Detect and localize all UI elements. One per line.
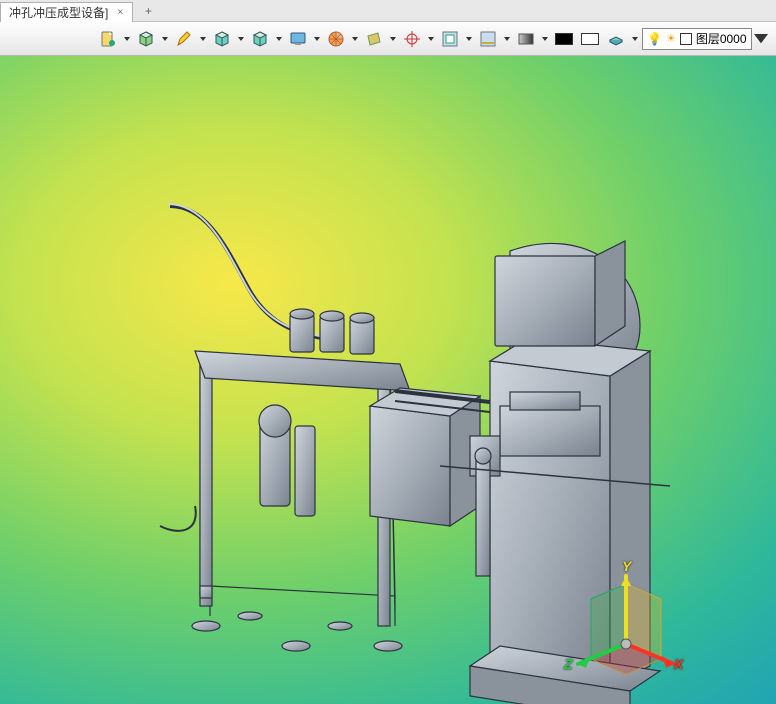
close-icon[interactable]: ×	[114, 6, 126, 18]
workstation-icon[interactable]	[286, 27, 310, 51]
layer-slab-icon-dropdown[interactable]	[630, 37, 640, 41]
disc-orange-icon-dropdown[interactable]	[350, 37, 360, 41]
target-icon-dropdown[interactable]	[426, 37, 436, 41]
cube-teal-icon[interactable]	[248, 27, 272, 51]
layer-swatch	[680, 33, 692, 45]
swatch-white[interactable]	[578, 27, 602, 51]
layer-name: 图层0000	[696, 30, 747, 47]
sheet-icon[interactable]	[362, 27, 386, 51]
gradient-icon-dropdown[interactable]	[540, 37, 550, 41]
new-icon[interactable]	[96, 27, 120, 51]
cube-blue-icon-dropdown[interactable]	[236, 37, 246, 41]
sheet-icon-dropdown[interactable]	[388, 37, 398, 41]
add-tab-button[interactable]: +	[139, 2, 157, 20]
gradient-icon[interactable]	[514, 27, 538, 51]
workstation-icon-dropdown[interactable]	[312, 37, 322, 41]
toolbar: 💡 ☀ 图层0000	[0, 22, 776, 56]
layer-dropdown-icon[interactable]	[754, 34, 768, 43]
sun-icon: ☀	[666, 32, 676, 45]
swatch-black[interactable]	[552, 27, 576, 51]
cube-green-icon-dropdown[interactable]	[160, 37, 170, 41]
tab-bar: 冲孔冲压成型设备] × +	[0, 0, 776, 22]
tab-title: 冲孔冲压成型设备]	[9, 4, 108, 21]
document-tab[interactable]: 冲孔冲压成型设备] ×	[0, 2, 133, 22]
coordinate-triad: Y X Z	[566, 564, 686, 684]
frame-green-icon-dropdown[interactable]	[464, 37, 474, 41]
layer-slab-icon[interactable]	[604, 27, 628, 51]
axis-x-label: X	[674, 656, 683, 672]
target-icon[interactable]	[400, 27, 424, 51]
frame-green-icon[interactable]	[438, 27, 462, 51]
cube-blue-icon[interactable]	[210, 27, 234, 51]
layer-selector[interactable]: 💡 ☀ 图层0000	[642, 28, 752, 50]
pencil-icon[interactable]	[172, 27, 196, 51]
disc-orange-icon[interactable]	[324, 27, 348, 51]
cube-teal-icon-dropdown[interactable]	[274, 37, 284, 41]
pencil-icon-dropdown[interactable]	[198, 37, 208, 41]
axis-y-label: Y	[622, 558, 631, 574]
frame-yellow-icon-dropdown[interactable]	[502, 37, 512, 41]
frame-yellow-icon[interactable]	[476, 27, 500, 51]
axis-z-label: Z	[564, 656, 573, 672]
cube-green-icon[interactable]	[134, 27, 158, 51]
viewport-3d[interactable]: Y X Z	[0, 56, 776, 704]
bulb-icon: 💡	[647, 32, 662, 46]
new-icon-dropdown[interactable]	[122, 37, 132, 41]
